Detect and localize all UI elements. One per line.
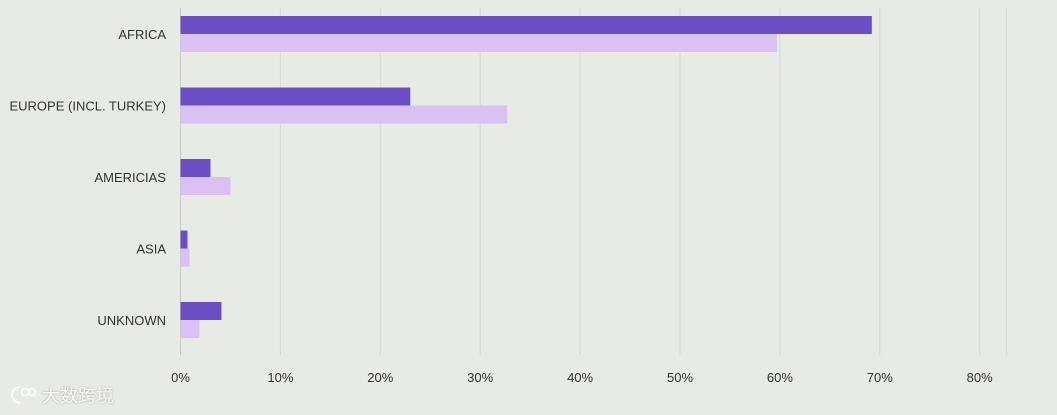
category-label: EUROPE (INCL. TURKEY) — [9, 99, 166, 114]
x-tick-label: 50% — [667, 370, 693, 385]
x-tick-label: 30% — [467, 370, 493, 385]
x-tick-label: 20% — [367, 370, 393, 385]
bar-series-2 — [180, 248, 190, 267]
x-tick-label: 40% — [567, 370, 593, 385]
watermark-logo-icon — [11, 386, 37, 404]
bar-series-1 — [180, 159, 211, 177]
category-label: AFRICA — [118, 27, 166, 42]
bar-group — [180, 16, 872, 338]
x-tick-label: 60% — [767, 370, 793, 385]
x-axis-ticks: 0% 10% 20% 30% 40% 50% 60% 70% 80% — [171, 370, 993, 385]
bar-series-2 — [180, 177, 231, 195]
watermark: 大数跨境 — [8, 382, 114, 408]
bar-series-1 — [180, 230, 188, 249]
category-labels: AFRICA EUROPE (INCL. TURKEY) AMERICIAS ASIA… — [9, 27, 166, 328]
watermark-text: 大数跨境 — [42, 386, 114, 407]
x-tick-label: 70% — [867, 370, 893, 385]
category-label: UNKNOWN — [97, 313, 166, 328]
x-tick-label: 0% — [171, 370, 190, 385]
gridlines — [180, 8, 1007, 355]
category-label: AMERICIAS — [94, 170, 166, 185]
category-label: ASIA — [136, 242, 166, 257]
bar-series-1 — [180, 87, 411, 106]
bar-series-2 — [180, 105, 508, 124]
bar-series-1 — [180, 302, 222, 320]
bar-series-1 — [180, 16, 872, 34]
x-tick-label: 80% — [967, 370, 993, 385]
bar-series-2 — [180, 320, 200, 338]
x-tick-label: 10% — [267, 370, 293, 385]
bar-series-2 — [180, 34, 777, 52]
